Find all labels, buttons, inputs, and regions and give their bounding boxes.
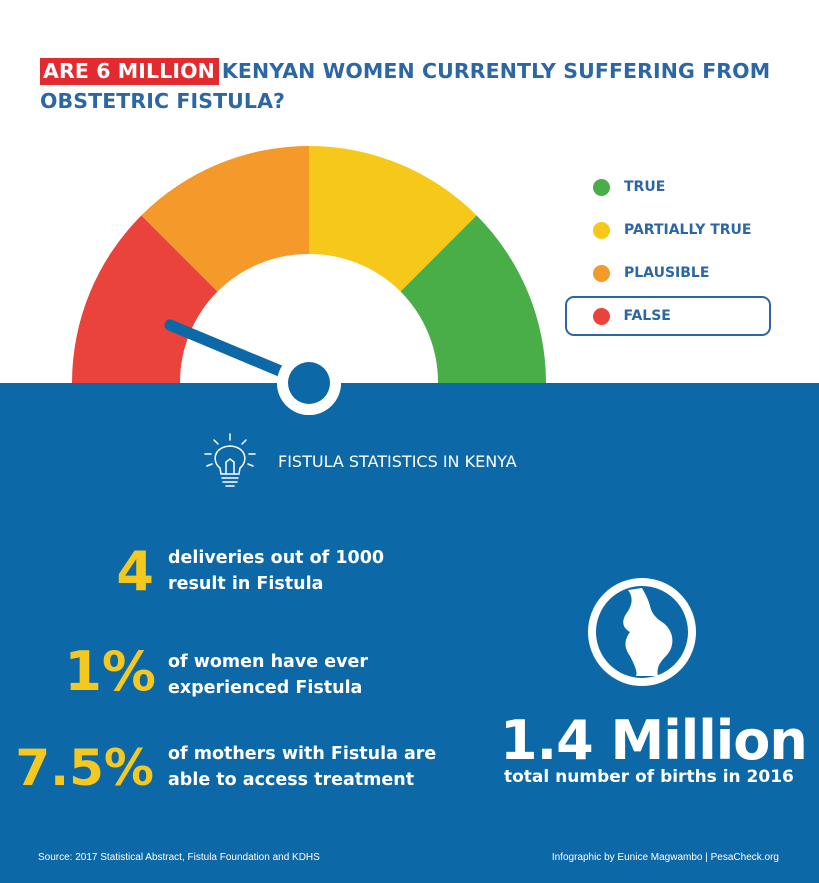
legend-dot-partially-true	[593, 221, 610, 239]
stat-line: deliveries out of 1000	[168, 548, 385, 568]
gauge-segment-plausible	[141, 146, 309, 292]
gauge-segment-false	[72, 215, 218, 383]
legend-item-false: FALSE	[565, 296, 771, 336]
legend-dot-plausible	[593, 264, 610, 282]
births-value: 1.4 Million	[500, 709, 808, 772]
lightbulb-icon	[204, 433, 256, 487]
stat-line: result in Fistula	[168, 574, 324, 594]
stat-text-mothers: of mothers with Fistula are able to acce…	[168, 741, 436, 793]
credit-note: Infographic by Eunice Magwambo | PesaChe…	[551, 852, 779, 863]
legend-label-partially-true: PARTIALLY TRUE	[624, 222, 752, 238]
legend-label-plausible: PLAUSIBLE	[624, 265, 710, 281]
stat-text-deliveries: deliveries out of 1000 result in Fistula	[168, 545, 384, 597]
legend-item-true: TRUE	[565, 167, 771, 207]
stat-text-women: of women have ever experienced Fistula	[168, 649, 368, 701]
gauge-segment-true	[400, 215, 547, 383]
legend-dot-true	[593, 178, 610, 196]
legend-label-true: TRUE	[624, 179, 666, 195]
headline-highlight: ARE 6 MILLION	[40, 58, 219, 85]
gauge-hub-lower	[277, 383, 341, 415]
stat-line: of women have ever	[168, 652, 368, 672]
legend-dot-false	[592, 307, 610, 325]
legend-item-plausible: PLAUSIBLE	[565, 253, 771, 293]
headline-rest: KENYAN WOMEN CURRENTLY SUFFERING FROM OB…	[40, 59, 771, 113]
source-note: Source: 2017 Statistical Abstract, Fistu…	[38, 852, 320, 863]
stat-value-mothers: 7.5%	[15, 739, 154, 797]
legend-item-partially-true: PARTIALLY TRUE	[565, 210, 771, 250]
stat-value-women: 1%	[64, 640, 156, 703]
stat-line: of mothers with Fistula are	[168, 744, 437, 764]
stat-line: experienced Fistula	[168, 678, 363, 698]
legend-label-false: FALSE	[623, 308, 671, 324]
headline: ARE 6 MILLION KENYAN WOMEN CURRENTLY SUFF…	[40, 56, 800, 116]
statistics-panel	[0, 383, 819, 883]
stat-line: able to access treatment	[168, 770, 415, 790]
gauge-segment-partially-true	[309, 146, 477, 292]
verdict-legend: TRUE PARTIALLY TRUE PLAUSIBLE FALSE	[565, 167, 771, 339]
stats-heading: FISTULA STATISTICS IN KENYA	[278, 452, 517, 471]
stat-value-deliveries: 4	[116, 540, 154, 603]
births-caption: total number of births in 2016	[504, 767, 794, 787]
gauge-hub-overlay	[164, 319, 341, 415]
pregnant-woman-icon	[588, 578, 696, 686]
